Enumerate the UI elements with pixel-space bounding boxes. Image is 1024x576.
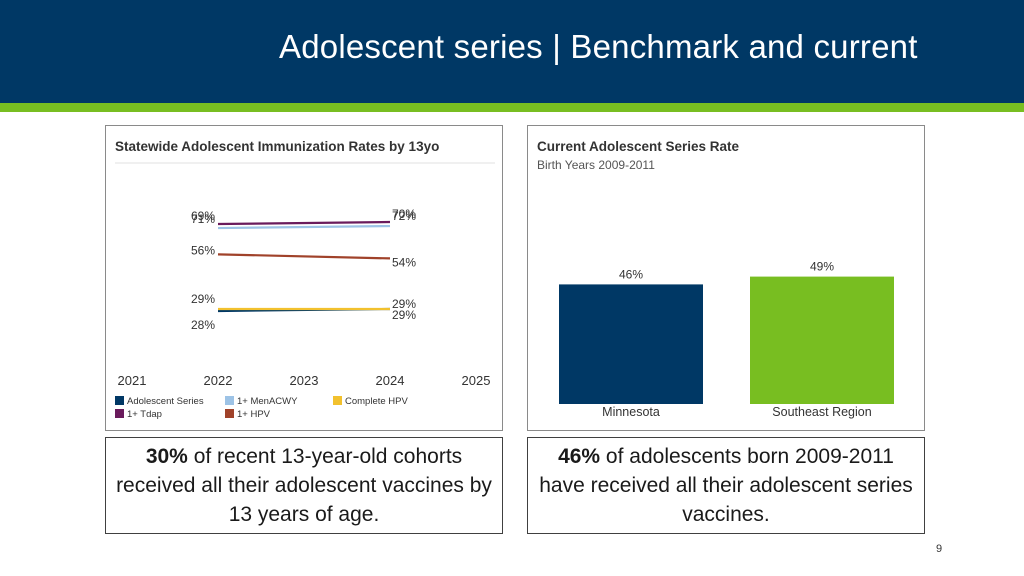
line-chart: Statewide Adolescent Immunization Rates … (115, 139, 495, 420)
bar-value-label: 46% (619, 267, 643, 281)
legend-label: Adolescent Series (127, 396, 204, 407)
bar-chart: Current Adolescent Series Rate Birth Year… (537, 139, 894, 419)
data-label: 72% (392, 209, 416, 223)
x-tick-label: 2023 (290, 373, 319, 388)
data-label: 29% (392, 308, 416, 322)
x-tick-label: 2022 (204, 373, 233, 388)
left-caption-box: 30% of recent 13-year-old cohorts receiv… (105, 437, 503, 534)
data-label: 70% (392, 207, 416, 221)
left-caption-body: of recent 13-year-old cohorts received a… (116, 445, 492, 526)
x-tick-label: 2021 (118, 373, 147, 388)
bar-chart-title: Current Adolescent Series Rate (537, 139, 740, 154)
bar-value-label: 49% (810, 260, 834, 274)
bar (750, 276, 894, 404)
left-caption-highlight: 30% (145, 445, 188, 468)
bar-chart-subtitle: Birth Years 2009-2011 (537, 158, 655, 172)
right-caption-body: of adolescents born 2009-2011 have recei… (539, 445, 913, 526)
legend-label: 1+ HPV (237, 409, 271, 420)
category-label: Minnesota (602, 405, 660, 419)
right-caption-box: 46% of adolescents born 2009-2011 have r… (527, 437, 925, 534)
legend-swatch (225, 396, 234, 405)
series-line (217, 253, 391, 260)
x-tick-label: 2025 (462, 373, 491, 388)
legend-swatch (115, 396, 124, 405)
data-label: 56% (191, 243, 215, 257)
right-caption-text: 46% of adolescents born 2009-2011 have r… (536, 442, 916, 529)
bar-chart-panel: Current Adolescent Series Rate Birth Year… (527, 125, 925, 431)
slide-header (0, 0, 1024, 103)
data-label: 28% (191, 318, 215, 332)
legend-swatch (115, 409, 124, 418)
line-chart-panel: Statewide Adolescent Immunization Rates … (105, 125, 503, 431)
data-label: 69% (191, 209, 215, 223)
series-line (217, 220, 391, 226)
legend-swatch (225, 409, 234, 418)
slide-title: Adolescent series | Benchmark and curren… (279, 28, 918, 65)
legend-swatch (333, 396, 342, 405)
series-line (217, 224, 391, 230)
x-tick-label: 2024 (376, 373, 405, 388)
right-caption-highlight: 46% (558, 445, 601, 468)
left-caption-text: 30% of recent 13-year-old cohorts receiv… (114, 442, 494, 529)
data-label: 29% (392, 297, 416, 311)
bar (559, 284, 703, 404)
line-chart-title: Statewide Adolescent Immunization Rates … (115, 139, 439, 154)
legend-label: Complete HPV (345, 396, 408, 407)
legend-label: 1+ Tdap (127, 409, 162, 420)
category-label: Southeast Region (772, 405, 871, 419)
data-label: 29% (191, 292, 215, 306)
page-number: 9 (936, 543, 943, 555)
data-label: 71% (191, 212, 215, 226)
legend-label: 1+ MenACWY (237, 396, 298, 407)
data-label: 54% (392, 255, 416, 269)
header-accent-stripe (0, 103, 1024, 112)
